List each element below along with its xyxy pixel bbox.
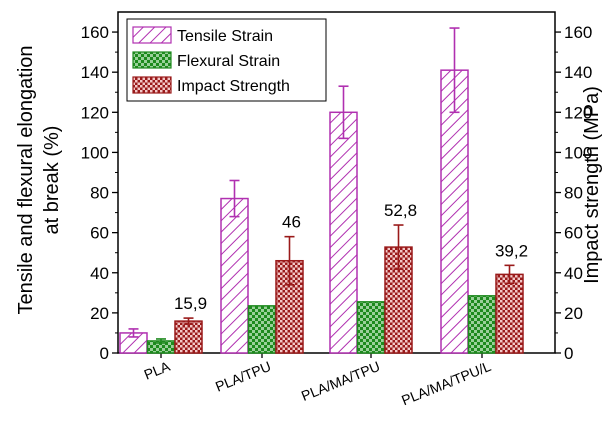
legend-swatch-tensile bbox=[132, 26, 172, 44]
y-right-tick-label: 100 bbox=[564, 143, 592, 162]
y-left-tick-label: 160 bbox=[81, 23, 109, 42]
y-right-tick-label: 140 bbox=[564, 63, 592, 82]
bars bbox=[119, 27, 524, 354]
x-category-label: PLA/MA/TPU bbox=[299, 358, 382, 404]
y-left-tick-label: 20 bbox=[90, 304, 109, 323]
legend-swatch-impact bbox=[132, 76, 172, 94]
y-left-tick-label: 100 bbox=[81, 143, 109, 162]
y-axis-left-label-line1: Tensile and flexural elongation bbox=[15, 45, 37, 314]
y-axis-right-label: Impact strength (MPa) bbox=[581, 86, 603, 284]
y-left-tick-label: 0 bbox=[100, 344, 109, 363]
y-right-tick-label: 160 bbox=[564, 23, 592, 42]
x-category-label: PLA/TPU bbox=[213, 358, 273, 395]
legend-swatch-flexural bbox=[132, 51, 172, 69]
y-left-tick-label: 60 bbox=[90, 224, 109, 243]
y-left-tick-label: 120 bbox=[81, 103, 109, 122]
bar-tensile bbox=[329, 111, 358, 354]
data-label-impact: 46 bbox=[282, 213, 301, 232]
y-right-tick-label: 40 bbox=[564, 264, 583, 283]
bar-flexural bbox=[467, 295, 497, 354]
bar-tensile bbox=[220, 197, 249, 354]
y-left-tick-label: 140 bbox=[81, 63, 109, 82]
y-axis-left-label-line2: at break (%) bbox=[41, 126, 63, 235]
y-right-tick-label: 60 bbox=[564, 224, 583, 243]
y-right-tick-label: 80 bbox=[564, 184, 583, 203]
bar-flexural bbox=[356, 301, 386, 354]
data-label-impact: 52,8 bbox=[384, 201, 417, 220]
x-category-label: PLA/MA/TPU/L bbox=[399, 358, 493, 408]
bar-impact bbox=[174, 320, 203, 354]
legend: Tensile Strain Flexural Strain Impact St… bbox=[126, 18, 327, 102]
x-category-label: PLA bbox=[142, 358, 173, 383]
data-label-impact: 15,9 bbox=[174, 294, 207, 313]
bar-flexural bbox=[247, 305, 277, 354]
y-left-tick-label: 40 bbox=[90, 264, 109, 283]
data-label-impact: 39,2 bbox=[495, 241, 528, 260]
legend-label-flexural: Flexural Strain bbox=[177, 53, 280, 70]
y-right-tick-label: 0 bbox=[564, 344, 573, 363]
y-left-tick-label: 80 bbox=[90, 184, 109, 203]
y-right-tick-label: 120 bbox=[564, 103, 592, 122]
legend-label-tensile: Tensile Strain bbox=[177, 28, 273, 45]
legend-label-impact: Impact Strength bbox=[177, 78, 290, 95]
y-right-tick-label: 20 bbox=[564, 304, 583, 323]
bar-impact bbox=[495, 273, 524, 354]
